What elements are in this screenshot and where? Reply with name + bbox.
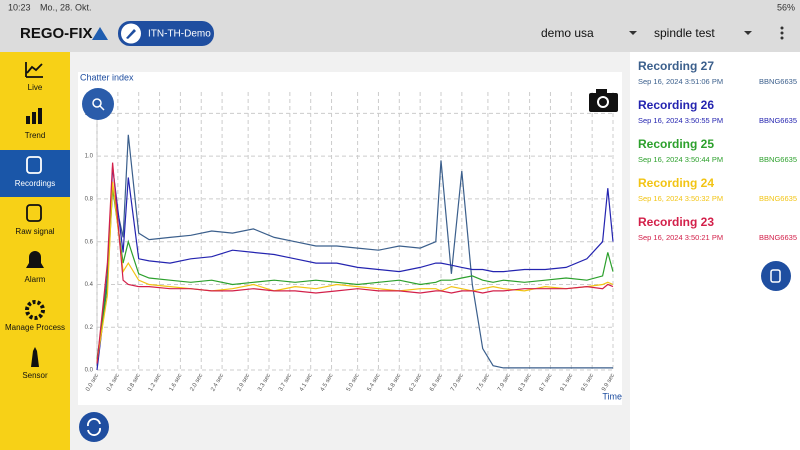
nav-item[interactable]: Raw signal xyxy=(15,227,54,236)
recording-name[interactable]: Recording 25 xyxy=(638,137,714,151)
y-tick-label: 0.8 xyxy=(85,197,94,203)
rocket xyxy=(126,29,136,39)
recording-name[interactable]: Recording 26 xyxy=(638,98,714,112)
y-tick-label: 0.0 xyxy=(85,368,94,374)
recording-device: BBNG6635 xyxy=(759,116,797,125)
add-recording-button[interactable] xyxy=(761,261,791,291)
y-tick-label: 1.0 xyxy=(85,154,94,160)
menu-button[interactable] xyxy=(780,26,784,40)
dropdown-arrow xyxy=(629,31,637,35)
recording-list: Recording 27 Sep 16, 2024 3:51:06 PM BBNG6… xyxy=(638,59,797,242)
recordings-panel xyxy=(630,52,800,450)
camera-button[interactable] xyxy=(589,89,618,112)
sidebar-icons xyxy=(25,62,45,367)
nav-item[interactable]: Recordings xyxy=(15,179,55,188)
chart-panel xyxy=(78,72,622,405)
recording-date: Sep 16, 2024 3:50:21 PM xyxy=(638,233,723,242)
site-name: ITN-TH-Demo xyxy=(148,29,211,40)
nav-item[interactable]: Live xyxy=(28,83,43,92)
recording-date: Sep 16, 2024 3:50:32 PM xyxy=(638,194,723,203)
nav-item[interactable]: Trend xyxy=(25,131,46,140)
recording-date: Sep 16, 2024 3:50:55 PM xyxy=(638,116,723,125)
x-axis-label: Time xyxy=(602,391,622,401)
series-line xyxy=(96,166,614,371)
logo: REGO-FIX xyxy=(20,25,93,42)
zoom-button[interactable] xyxy=(82,88,114,120)
machine-select[interactable]: spindle test xyxy=(654,26,715,40)
recording-device: BBNG6635 xyxy=(759,155,797,164)
recording-device: BBNG6635 xyxy=(759,77,797,86)
chart-title: Chatter index xyxy=(80,72,134,82)
logo-mark xyxy=(92,27,108,40)
y-tick-label: 0.4 xyxy=(85,282,94,288)
nav-item[interactable]: Manage Process xyxy=(5,323,65,332)
status-time: 10:23 xyxy=(8,2,31,12)
recording-device: BBNG6635 xyxy=(759,233,797,242)
nav-item[interactable]: Alarm xyxy=(25,275,46,284)
recording-device: BBNG6635 xyxy=(759,194,797,203)
site-pill[interactable] xyxy=(118,21,214,46)
refresh-button[interactable] xyxy=(79,412,109,442)
location-select[interactable]: demo usa xyxy=(541,26,594,40)
series-line xyxy=(96,162,614,364)
status-battery: 56% xyxy=(777,2,795,12)
recording-name[interactable]: Recording 24 xyxy=(638,176,714,190)
nav-item[interactable]: Sensor xyxy=(22,371,48,380)
dropdown-arrow xyxy=(744,31,752,35)
recording-name[interactable]: Recording 27 xyxy=(638,59,714,73)
recording-date: Sep 16, 2024 3:50:44 PM xyxy=(638,155,723,164)
y-tick-label: 0.2 xyxy=(85,325,94,331)
y-tick-label: 0.6 xyxy=(85,239,94,245)
status-date: Mo., 28. Okt. xyxy=(40,2,92,12)
series-line xyxy=(96,188,614,360)
series-line xyxy=(96,134,613,369)
recording-name[interactable]: Recording 23 xyxy=(638,215,714,229)
series-line xyxy=(96,181,614,362)
recording-date: Sep 16, 2024 3:51:06 PM xyxy=(638,77,723,86)
